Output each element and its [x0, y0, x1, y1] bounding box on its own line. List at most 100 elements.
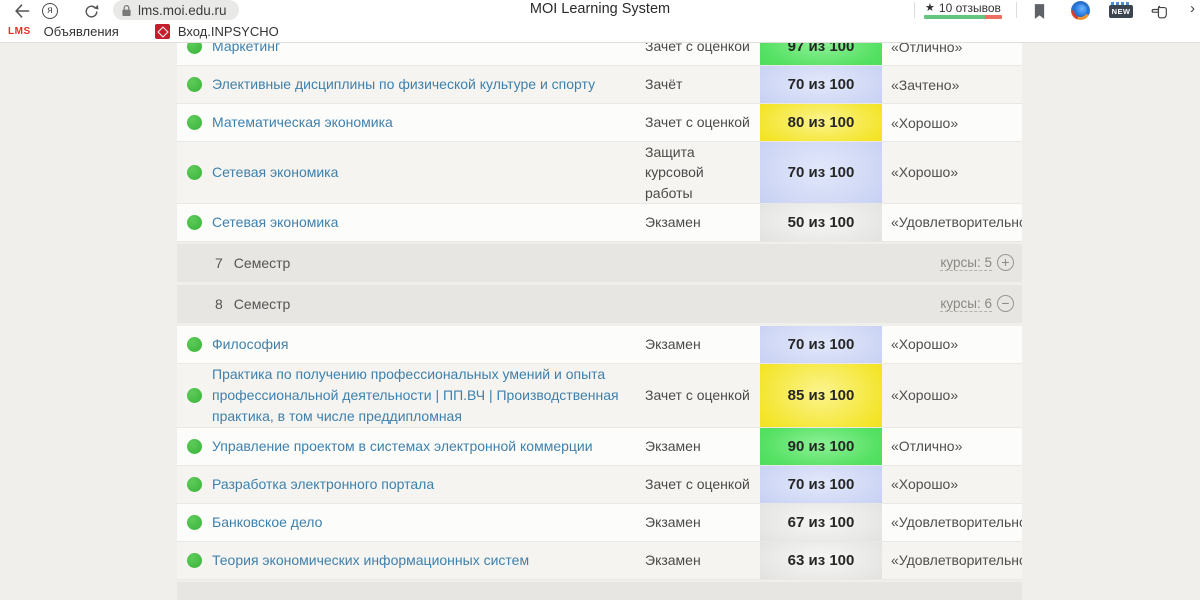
score-cell: 67 из 100	[760, 503, 882, 541]
profile-icon: я	[42, 3, 58, 19]
table-row: Банковское дело Экзамен 67 из 100 «Удовлетв…	[177, 503, 1022, 542]
reviews-count-label: 10 отзывов	[938, 0, 1001, 15]
exam-type: Защита курсовой работы	[645, 144, 704, 201]
course-status-dot-icon	[187, 438, 202, 454]
score-cell: 70 из 100	[760, 66, 882, 103]
next-section-partial-row	[177, 581, 1022, 600]
score-cell: 85 из 100	[760, 363, 882, 427]
course-link[interactable]: Маркетинг	[212, 43, 281, 54]
grade-text: «Отлично»	[891, 43, 963, 55]
course-status-dot-icon	[187, 514, 202, 530]
score-cell: 97 из 100	[760, 43, 882, 65]
status-cell	[177, 204, 212, 241]
course-status-dot-icon	[187, 336, 202, 352]
status-cell	[177, 504, 212, 541]
exam-type: Экзамен	[645, 214, 701, 231]
status-cell	[177, 326, 212, 363]
grade-text: «Хорошо»	[891, 336, 959, 353]
semester-number: 7	[215, 254, 223, 271]
status-cell	[177, 43, 212, 65]
course-name-cell: Математическая экономика	[212, 104, 645, 141]
course-status-dot-icon	[187, 387, 202, 403]
score-cell: 70 из 100	[760, 465, 882, 503]
exam-type: Экзамен	[645, 438, 701, 455]
address-bar[interactable]: lms.moi.edu.ru	[113, 0, 239, 20]
score-cell: 63 из 100	[760, 541, 882, 579]
course-status-dot-icon	[187, 214, 202, 230]
course-link[interactable]: Математическая экономика	[212, 114, 393, 130]
table-row: Математическая экономика Зачет с оценкой 8…	[177, 104, 1022, 142]
table-row: Маркетинг Зачет с оценкой 97 из 100 «Отличн…	[177, 43, 1022, 66]
status-cell	[177, 364, 212, 427]
bookmark-item-inpsycho[interactable]: Вход.INPSYCHO	[119, 24, 279, 39]
collapse-icon[interactable]: −	[997, 295, 1014, 313]
bookmark-flag-icon	[1034, 3, 1044, 19]
bookmark-label: Вход.INPSYCHO	[177, 24, 279, 39]
grade-text: «Хорошо»	[891, 476, 959, 493]
back-button[interactable]	[12, 1, 32, 21]
exam-type: Зачет с оценкой	[645, 476, 750, 493]
bookmark-item-announcements[interactable]: Объявления	[31, 24, 119, 39]
score-cell: 90 из 100	[760, 427, 882, 465]
bookmark-label: Объявления	[43, 24, 119, 39]
course-link[interactable]: Разработка электронного портала	[212, 475, 435, 492]
bookmark-button[interactable]	[1029, 1, 1049, 21]
table-row: Элективные дисциплины по физической куль…	[177, 66, 1022, 104]
courses-count-link[interactable]: курсы: 6	[940, 295, 992, 312]
back-arrow-icon	[15, 4, 30, 18]
lock-icon	[122, 4, 131, 16]
new-badge-icon[interactable]: NEW	[1109, 2, 1133, 18]
score-cell: 80 из 100	[760, 104, 882, 141]
table-row: Сетевая экономика Защита курсовой работы 7…	[177, 142, 1022, 204]
rating-bar	[924, 15, 1002, 19]
course-status-dot-icon	[187, 164, 202, 180]
semester-number: 8	[215, 295, 223, 312]
overflow-chevron-icon[interactable]: ›	[1190, 0, 1195, 17]
course-status-dot-icon	[187, 552, 202, 568]
profile-button[interactable]: я	[40, 1, 60, 21]
course-status-dot-icon	[187, 115, 202, 130]
course-link[interactable]: Сетевая экономика	[212, 163, 339, 180]
exam-type: Зачёт	[645, 76, 683, 93]
expand-icon[interactable]: +	[997, 254, 1014, 272]
page-content: Маркетинг Зачет с оценкой 97 из 100 «Отличн…	[0, 43, 1200, 600]
semester-row-7[interactable]: 7 Семестр курсы: 5 +	[177, 243, 1022, 282]
course-name-cell: Элективные дисциплины по физической куль…	[212, 66, 645, 103]
grade-text: «Удовлетворительно»	[891, 552, 1022, 569]
course-status-dot-icon	[187, 77, 202, 92]
course-name-cell: Разработка электронного портала	[212, 466, 645, 503]
status-cell	[177, 542, 212, 579]
status-cell	[177, 104, 212, 141]
status-cell	[177, 66, 212, 103]
course-link[interactable]: Сетевая экономика	[212, 213, 339, 230]
refresh-button[interactable]	[81, 1, 101, 21]
score-cell: 70 из 100	[760, 325, 882, 363]
course-link[interactable]: Управление проектом в системах электронн…	[212, 437, 593, 454]
table-row: Разработка электронного портала Зачет с о…	[177, 465, 1022, 504]
course-name-cell: Банковское дело	[212, 504, 645, 541]
course-link[interactable]: Элективные дисциплины по физической куль…	[212, 76, 596, 92]
course-link[interactable]: Философия	[212, 335, 289, 352]
courses-count-link[interactable]: курсы: 5	[940, 254, 992, 271]
exam-type: Экзамен	[645, 336, 701, 353]
bookmarks-bar: LMS Объявления Вход.INPSYCHO	[0, 21, 1200, 43]
exam-type: Экзамен	[645, 514, 701, 531]
vote-button[interactable]	[1150, 1, 1170, 21]
browser-extension-button[interactable]	[1071, 1, 1090, 20]
reviews-button[interactable]: ★ 10 отзывов	[922, 0, 1004, 19]
semester-row-8[interactable]: 8 Семестр курсы: 6−	[177, 284, 1022, 323]
grade-text: «Зачтено»	[891, 76, 960, 93]
grade-text: «Хорошо»	[891, 387, 959, 404]
course-name-cell: Философия	[212, 326, 645, 363]
status-cell	[177, 466, 212, 503]
course-name-cell: Управление проектом в системах электронн…	[212, 428, 645, 465]
status-cell	[177, 428, 212, 465]
page-title: MOI Learning System	[529, 1, 671, 17]
course-link[interactable]: Теория экономических информационных сист…	[212, 551, 530, 568]
course-name-cell: Практика по получению профессиональных у…	[212, 364, 645, 427]
course-status-dot-icon	[187, 43, 202, 54]
grade-text: «Отлично»	[891, 438, 963, 455]
refresh-icon	[85, 4, 98, 18]
course-link[interactable]: Банковское дело	[212, 513, 323, 530]
course-link[interactable]: Практика по получению профессиональных у…	[212, 365, 619, 424]
